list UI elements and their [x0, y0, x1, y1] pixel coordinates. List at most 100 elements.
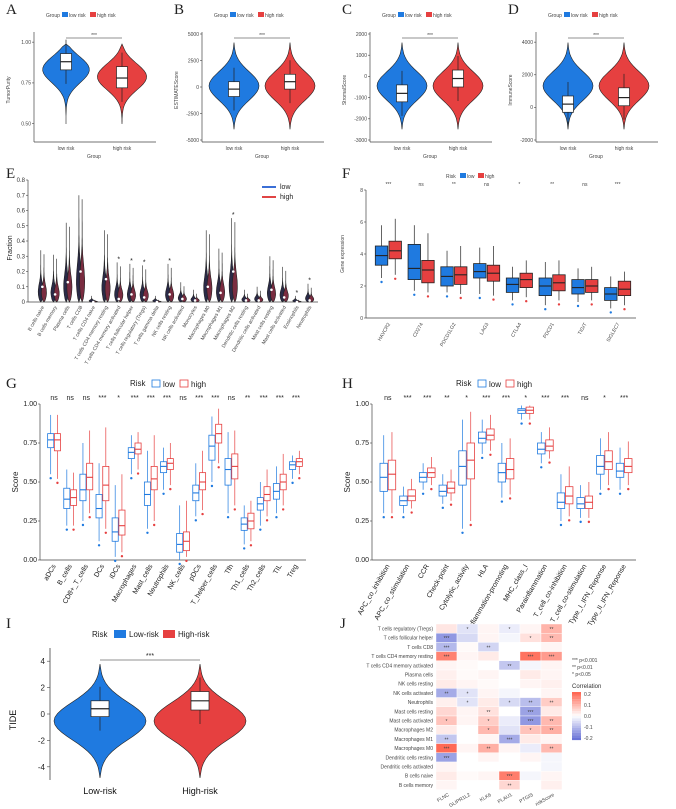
- y-tick-label-B: -2500: [186, 111, 199, 117]
- heatmap-cell: [456, 743, 479, 753]
- cell-star-J: *: [467, 691, 469, 697]
- heatmap-cell: [498, 743, 521, 753]
- outlier-H-low: [461, 531, 464, 534]
- median-dot-E: [270, 288, 273, 292]
- y-tick-label-H: 0.75: [355, 440, 369, 447]
- y-label-B: ESTIMATEScore: [174, 71, 180, 109]
- cbar-step-J: [572, 732, 581, 736]
- violin-E-high: [206, 234, 213, 303]
- heatmap-cell: [456, 706, 479, 717]
- legend-swatch-low-C: [398, 12, 404, 17]
- sig-label-F: ***: [385, 182, 391, 188]
- row-label-J: NK cells activated: [393, 691, 433, 697]
- heatmap-cell: [519, 743, 542, 753]
- box-F-low: [538, 277, 552, 297]
- y-label-I: TIDE: [8, 710, 18, 731]
- y-tick-label-C: -2000: [354, 117, 367, 123]
- box-H-high: [387, 459, 397, 491]
- box-D-high-box: [618, 87, 630, 107]
- outlier-H-high: [627, 487, 630, 491]
- x-tick-label-H: CCR: [417, 564, 431, 581]
- panel-label-C: C: [342, 2, 352, 18]
- cbar-step-J: [572, 737, 581, 741]
- heatmap-cell: [456, 651, 479, 661]
- outlier-G-low: [130, 477, 133, 480]
- box-H-low: [537, 442, 546, 455]
- cbar-step-J: [572, 704, 581, 707]
- row-label-J: T cells CD4 memory activated: [366, 663, 433, 669]
- x-tick-label-A: high risk: [113, 146, 132, 152]
- violin-E-high: [231, 222, 238, 303]
- x-tick-label-D: high risk: [615, 146, 634, 152]
- cbar-step-J: [572, 718, 581, 721]
- sig-label-H: ns: [581, 395, 589, 402]
- sig-label-H: ***: [541, 395, 549, 402]
- legend-swatch-high-H: [505, 379, 515, 388]
- y-tick-label-D: -2000: [520, 138, 533, 144]
- box-H-low: [615, 462, 625, 478]
- y-tick-label-I: -4: [38, 763, 46, 772]
- heatmap-cell: [519, 660, 542, 671]
- sig-label-G: ***: [147, 395, 155, 402]
- outlier-H-high: [489, 453, 492, 456]
- col-label-J: PLAU1: [497, 792, 514, 805]
- median-dot-E: [295, 300, 299, 304]
- sig-label-H: ns: [384, 395, 392, 402]
- median-dot-E: [282, 296, 286, 299]
- violin-E-low: [190, 289, 197, 303]
- cell-star-J: **: [550, 728, 554, 734]
- legend-low-D: low risk: [571, 13, 588, 19]
- row-label-J: T cells CD4 memory resting: [371, 654, 433, 660]
- sig-label-G: ***: [260, 395, 268, 402]
- y-tick-label-E: 0.6: [17, 209, 26, 215]
- heatmap-cell: [477, 771, 500, 781]
- heatmap-cell: [435, 697, 458, 707]
- x-tick-label-F: PDCD1LG2: [439, 322, 458, 348]
- heatmap-cell: [477, 633, 500, 643]
- legend-swatch-high-C: [426, 12, 432, 17]
- outlier-H-high: [449, 503, 453, 506]
- row-label-J: Dendritic cells resting: [385, 755, 433, 761]
- cell-star-J: ***: [528, 710, 534, 716]
- legend-swatch-low-F: [460, 173, 466, 178]
- outlier-F-high: [394, 277, 397, 280]
- outlier-G-low: [65, 528, 69, 531]
- cbar-tick-J: 0.1: [584, 703, 591, 709]
- heatmap-cell: [498, 642, 521, 652]
- sig-label-G: ns: [179, 395, 187, 402]
- y-tick-label-A: 0.50: [21, 121, 31, 127]
- cbar-step-J: [572, 728, 581, 731]
- cbar-step-J: [572, 708, 581, 712]
- legend-low-H: low: [489, 380, 501, 389]
- sig-label-H: *: [465, 395, 468, 402]
- box-F-low: [505, 277, 520, 293]
- cell-star-J: **: [487, 645, 491, 651]
- heatmap-cell: [498, 679, 521, 689]
- sig-label-H: *: [524, 395, 527, 402]
- median-dot-E: [91, 300, 95, 304]
- cell-star-J: **: [445, 737, 449, 743]
- y-tick-label-I: -2: [38, 736, 46, 745]
- cell-star-J: *: [467, 627, 469, 633]
- heatmap-cell: [435, 761, 458, 772]
- box-G-low: [127, 447, 135, 459]
- heatmap-cell: [456, 734, 479, 744]
- outlier-H-low: [402, 516, 405, 519]
- panel-label-B: B: [174, 2, 184, 18]
- legend-swatch-high-I: [163, 630, 175, 638]
- box-G-low: [289, 461, 297, 470]
- cbar-step-J: [572, 716, 581, 719]
- outlier-G-high: [136, 472, 140, 475]
- heatmap-cell: [540, 761, 563, 772]
- violin-E-high: [79, 199, 86, 303]
- outlier-G-high: [249, 544, 253, 547]
- sig-label-G: ***: [163, 395, 171, 402]
- y-tick-label-E: 0.1: [17, 285, 26, 291]
- median-dot-E: [231, 270, 235, 273]
- outlier-F-high: [426, 295, 430, 298]
- heatmap-cell: [498, 651, 521, 661]
- box-H-high: [505, 458, 515, 480]
- panel-label-D: D: [508, 2, 519, 18]
- y-label-H: Score: [343, 471, 352, 492]
